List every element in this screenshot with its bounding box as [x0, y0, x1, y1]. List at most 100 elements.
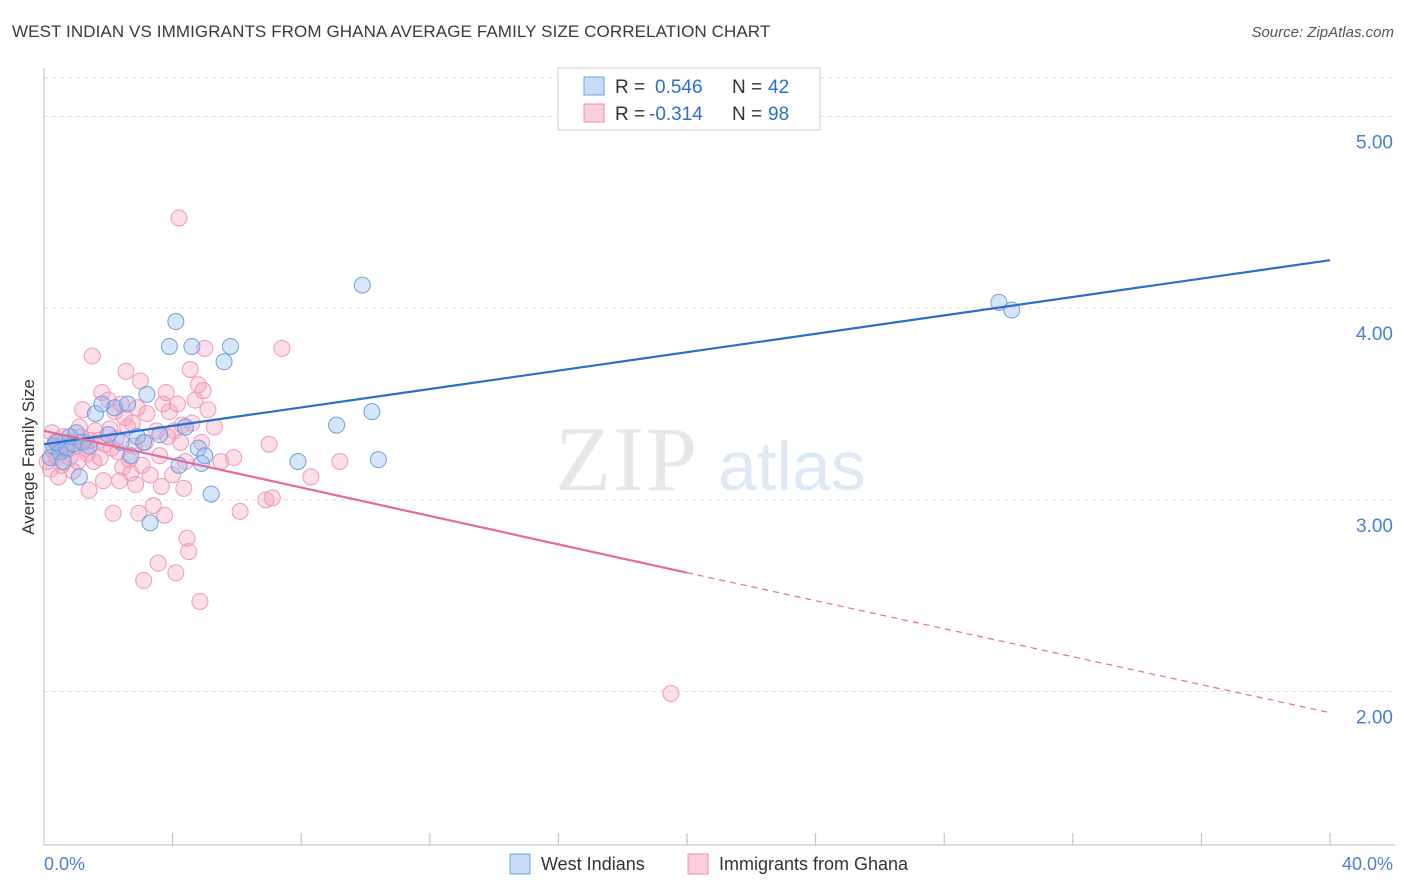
legend-n-value-2: 98 — [768, 104, 789, 125]
ghana-point-46 — [127, 476, 145, 494]
west-indians-point-32 — [202, 485, 220, 503]
y-axis-label: Average Family Size — [19, 379, 38, 535]
ghana-point-62 — [157, 383, 175, 401]
ghana-point-75 — [180, 543, 198, 561]
ghana-point-48 — [130, 504, 148, 522]
ghana-point-91 — [263, 489, 281, 507]
west-indians-point-25 — [167, 313, 185, 331]
ghana-point-40 — [117, 362, 135, 380]
west-indians-point-21 — [138, 385, 156, 403]
y-tick-labels: 2.00 3.00 4.00 5.00 — [1356, 132, 1393, 728]
west-indians-point-36 — [328, 416, 346, 434]
west-indians-point-24 — [160, 337, 178, 355]
bottom-legend-swatch-west-indians — [509, 853, 531, 875]
west-indians-point-33 — [215, 353, 233, 371]
x-tick-labels: 0.0% 40.0% — [44, 854, 1393, 874]
ghana-point-53 — [138, 405, 156, 423]
ghana-point-21 — [83, 347, 101, 365]
trend-ghana — [43, 429, 688, 574]
x-tick-label-0: 0.0% — [44, 854, 85, 874]
ghana-point-97 — [49, 468, 67, 486]
west-indians-point-27 — [176, 418, 194, 436]
legend-n-value-1: 42 — [768, 77, 789, 98]
west-indians-point-39 — [369, 451, 387, 469]
series-legend: West Indians Immigrants from Ghana — [509, 853, 909, 875]
legend-n-label-2: N = — [732, 104, 762, 125]
ghana-point-92 — [273, 339, 291, 357]
bottom-legend-label-west-indians: West Indians — [541, 854, 645, 874]
legend-swatch-west-indians — [583, 76, 605, 96]
ghana-point-68 — [168, 395, 186, 413]
watermark-zip: ZIP — [555, 408, 699, 510]
stats-legend: R = 0.546 N = 42 R = -0.314 N = 98 — [557, 67, 821, 131]
ghana-point-76 — [181, 360, 199, 378]
ghana-point-69 — [170, 209, 188, 227]
ghana-point-89 — [257, 491, 275, 509]
ghana-point-57 — [149, 554, 167, 572]
west-indians-point-34 — [221, 337, 239, 355]
x-tick-label-1: 40.0% — [1342, 854, 1393, 874]
ghana-point-25 — [91, 449, 109, 467]
ghana-point-51 — [135, 571, 153, 589]
y-tick-label-1: 3.00 — [1356, 516, 1393, 537]
ghana-point-61 — [156, 506, 174, 524]
west-indians-point-28 — [183, 337, 201, 355]
ghana-point-94 — [331, 453, 349, 470]
ghana-point-30 — [101, 420, 119, 438]
legend-r-value-1: 0.546 — [655, 77, 703, 98]
ghana-point-72 — [175, 479, 193, 497]
trend-lines — [43, 259, 1331, 714]
bottom-legend-label-ghana: Immigrants from Ghana — [719, 854, 909, 874]
legend-swatch-ghana — [583, 103, 605, 123]
west-indians-point-13 — [93, 395, 111, 413]
west-indians-point-17 — [119, 395, 137, 413]
series-ghana-points — [38, 209, 680, 703]
ghana-point-90 — [260, 435, 278, 453]
ghana-point-65 — [164, 466, 182, 484]
ghana-point-88 — [231, 502, 249, 520]
gridlines — [44, 77, 1395, 693]
watermark-atlas: atlas — [718, 427, 866, 505]
ghana-point-95 — [662, 685, 680, 703]
y-tick-label-2: 4.00 — [1356, 324, 1393, 345]
west-indians-point-20 — [135, 433, 153, 451]
ghana-point-81 — [193, 433, 211, 451]
ghana-point-82 — [194, 382, 212, 400]
bottom-legend-swatch-ghana — [687, 853, 709, 875]
ghana-point-59 — [152, 477, 170, 495]
legend-r-label-2: R = — [615, 104, 645, 125]
ghana-point-19 — [80, 481, 98, 499]
ghana-point-27 — [94, 472, 112, 490]
trend-west-indians — [43, 259, 1331, 446]
ghana-point-74 — [178, 529, 196, 547]
legend-r-label-1: R = — [615, 77, 645, 98]
ghana-point-47 — [128, 399, 146, 417]
axes — [43, 68, 1395, 846]
ghana-point-55 — [144, 497, 162, 515]
west-indians-point-15 — [106, 399, 124, 417]
y-tick-label-0: 2.00 — [1356, 708, 1393, 729]
ghana-point-32 — [104, 504, 122, 522]
west-indians-point-22 — [141, 514, 159, 532]
west-indians-point-38 — [363, 403, 381, 421]
ghana-point-84 — [199, 401, 217, 419]
ghana-point-23 — [86, 422, 104, 440]
legend-n-label-1: N = — [732, 77, 762, 98]
west-indians-point-12 — [86, 405, 104, 423]
ghana-point-87 — [225, 449, 243, 467]
watermark: ZIP atlas — [555, 408, 866, 510]
west-indians-point-31 — [196, 447, 214, 465]
ghana-point-16 — [74, 401, 92, 419]
ghana-point-70 — [172, 433, 190, 451]
legend-r-value-2: -0.314 — [649, 104, 703, 125]
west-indians-point-9 — [70, 468, 88, 486]
west-indians-point-35 — [289, 453, 307, 470]
west-indians-point-37 — [353, 276, 371, 294]
west-indians-point-4 — [54, 453, 72, 470]
y-tick-label-3: 5.00 — [1356, 132, 1393, 153]
source-credit: Source: ZipAtlas.com — [1251, 24, 1394, 41]
chart-title: WEST INDIAN VS IMMIGRANTS FROM GHANA AVE… — [12, 22, 771, 41]
ghana-point-93 — [302, 468, 320, 486]
ghana-point-83 — [196, 339, 214, 357]
